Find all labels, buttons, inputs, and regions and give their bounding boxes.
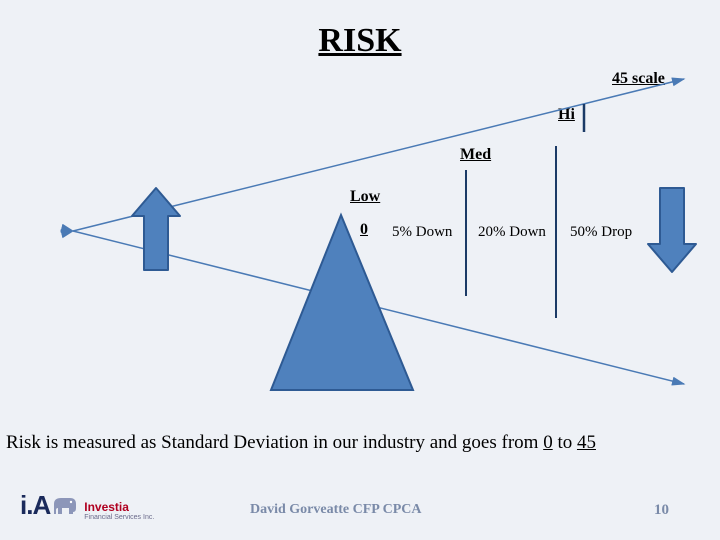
- caption-zero: 0: [543, 432, 553, 453]
- drop-20-label: 20% Down: [478, 224, 546, 241]
- risk-hi-label: Hi: [558, 106, 575, 124]
- logo-sub: Financial Services Inc.: [84, 514, 154, 521]
- page-number: 10: [654, 502, 669, 519]
- drop-5-label: 5% Down: [392, 224, 452, 241]
- logo: i.A Investia Financial Services Inc.: [20, 490, 154, 521]
- scale-label: 45 scale: [612, 70, 665, 88]
- risk-low-label: Low: [350, 188, 380, 206]
- risk-zero-label: 0: [360, 221, 368, 239]
- slide-title: RISK: [0, 22, 720, 60]
- caption-text: Risk is measured as Standard Deviation i…: [6, 432, 596, 454]
- caption-part-1: Risk is measured as Standard Deviation i…: [6, 432, 543, 453]
- logo-brand: Investia: [84, 500, 129, 514]
- risk-med-label: Med: [460, 146, 491, 164]
- caption-45: 45: [577, 432, 596, 453]
- slide-root: RISK 45 scale Hi Med Low 0 5% Down 20% D…: [0, 0, 720, 540]
- drop-50-label: 50% Drop: [570, 224, 632, 241]
- logo-a: A: [32, 490, 50, 521]
- elephant-icon: [50, 494, 80, 521]
- caption-part-2: to: [553, 432, 577, 453]
- footer-author: David Gorveatte CFP CPCA: [250, 502, 421, 518]
